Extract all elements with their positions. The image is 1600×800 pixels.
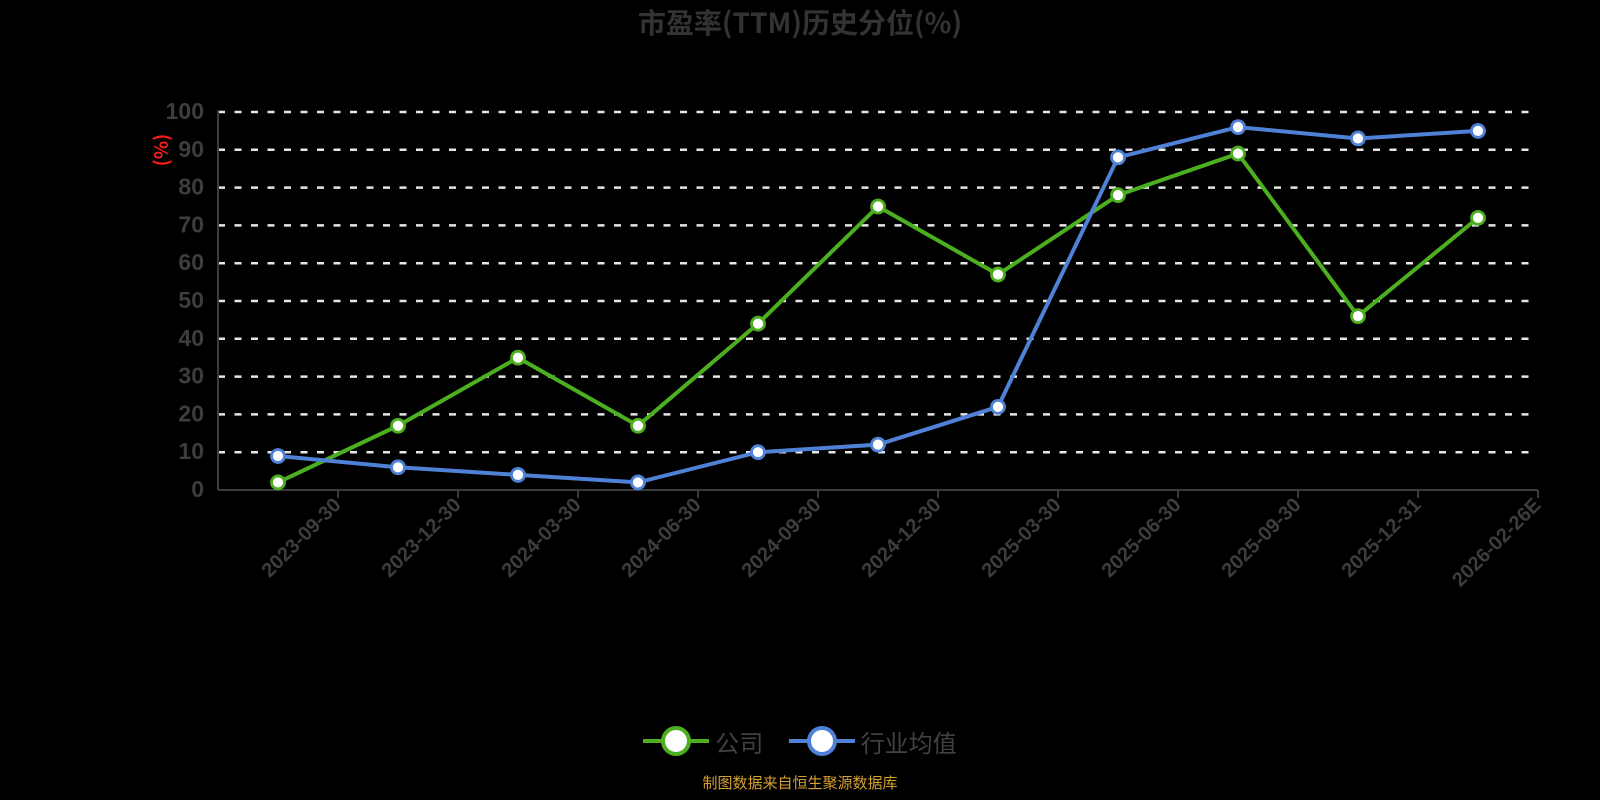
svg-text:2025-06-30: 2025-06-30	[1098, 494, 1186, 582]
svg-text:2024-06-30: 2024-06-30	[618, 494, 706, 582]
svg-text:20: 20	[178, 400, 204, 426]
svg-text:2025-03-30: 2025-03-30	[978, 494, 1066, 582]
svg-text:2026-02-26E: 2026-02-26E	[1448, 494, 1545, 591]
svg-text:40: 40	[178, 325, 204, 351]
svg-text:90: 90	[178, 136, 204, 162]
svg-text:2025-12-31: 2025-12-31	[1338, 494, 1426, 582]
svg-text:30: 30	[178, 363, 204, 389]
svg-text:100: 100	[166, 98, 204, 124]
svg-text:2025-09-30: 2025-09-30	[1218, 494, 1306, 582]
svg-text:2023-12-30: 2023-12-30	[378, 494, 466, 582]
svg-text:10: 10	[178, 438, 204, 464]
svg-text:50: 50	[178, 287, 204, 313]
svg-text:80: 80	[178, 174, 204, 200]
svg-text:60: 60	[178, 249, 204, 275]
svg-text:2024-03-30: 2024-03-30	[498, 494, 586, 582]
svg-text:2023-09-30: 2023-09-30	[258, 494, 346, 582]
svg-text:2024-12-30: 2024-12-30	[858, 494, 946, 582]
svg-text:70: 70	[178, 211, 204, 237]
svg-text:0: 0	[191, 476, 204, 502]
svg-text:2024-09-30: 2024-09-30	[738, 494, 826, 582]
